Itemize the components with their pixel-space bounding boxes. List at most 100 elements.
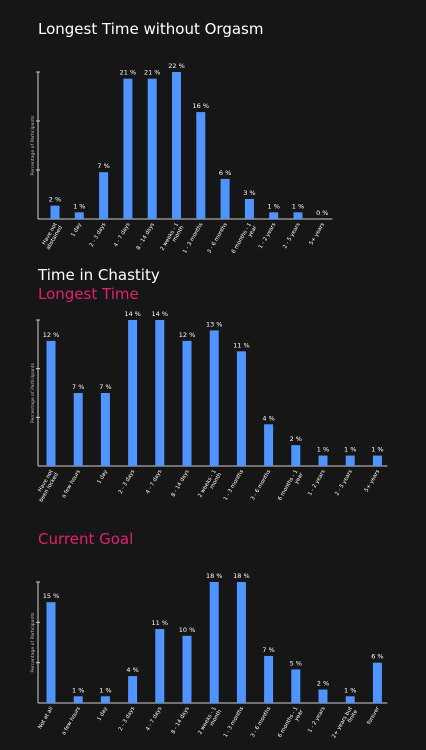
chart2-y-label: Percentage of Participants (30, 362, 36, 423)
chart2-category-label: 1 - 2 years (307, 469, 327, 497)
chart2-bar (372, 455, 382, 466)
chart3-category-label: forever (366, 705, 381, 725)
chart1-title: Longest Time without Orgasm (38, 20, 264, 38)
chart3-title: Current Goal (38, 530, 134, 548)
chart1-bar (172, 72, 181, 219)
chart1-value-label: 0 % (316, 209, 328, 217)
chart3-value-label: 1 % (99, 686, 111, 694)
chart3-bar (372, 662, 382, 703)
chart3-bar (318, 689, 328, 703)
chart1-bar (50, 205, 60, 219)
chart1-value-label: 21 % (120, 69, 137, 77)
chart2-bar (209, 330, 219, 466)
chart1-bar (123, 78, 133, 219)
chart1-value-label: 1 % (292, 202, 304, 210)
chart3-value-label: 1 % (72, 686, 84, 694)
chart1-bar (220, 178, 230, 219)
chart2-bar (291, 445, 301, 466)
chart2-value-label: 7 % (99, 383, 111, 391)
chart3-category-label: 6 months - 1year (277, 705, 305, 741)
chart3-value-label: 15 % (43, 592, 60, 600)
chart1-bar (99, 172, 109, 219)
chart1-bar (196, 112, 206, 219)
chart2-bar (155, 320, 165, 466)
chart3-category-label: 8 - 14 days (170, 706, 190, 735)
chart3-bar (209, 582, 219, 703)
chart3-bar (264, 655, 274, 703)
chart2-bar (318, 455, 328, 466)
chart2-bar (46, 340, 56, 466)
chart3-bar (73, 696, 83, 703)
chart2-bar (345, 455, 355, 466)
chart1-category-label: 6 months - 1year (231, 221, 259, 257)
chart3-category-label: 3 - 6 months (250, 706, 272, 739)
chart1-value-label: 2 % (49, 196, 61, 204)
chart2-value-label: 2 % (290, 435, 302, 443)
chart1-value-label: 16 % (193, 102, 210, 110)
chart3-value-label: 2 % (317, 680, 329, 688)
chart2-value-label: 11 % (233, 341, 250, 349)
chart2-title: Time in Chastity (38, 266, 160, 284)
chart1-bar (244, 198, 254, 219)
chart2-value-label: 12 % (179, 331, 196, 339)
chart1-bar (74, 212, 84, 219)
chart3-category-label: 2 weeks - 1month (197, 706, 223, 739)
chart2-subtitle: Longest Time (38, 285, 139, 303)
chart2-category-label: 8 - 14 days (170, 469, 190, 498)
chart2-category-label: 1 day (96, 468, 109, 485)
chart2-category-label: 3 - 6 months (250, 469, 272, 502)
chart3-category-label: Not at all (37, 706, 54, 730)
chart3-value-label: 18 % (206, 572, 223, 580)
chart2-category-label: 2 - 5 years (334, 469, 354, 497)
chart2-value-label: 14 % (124, 310, 141, 318)
chart1-category-label: 8 - 14 days (136, 222, 156, 251)
chart2-value-label: 7 % (72, 383, 84, 391)
chart1-value-label: 21 % (144, 69, 161, 77)
chart3-value-label: 4 % (126, 666, 138, 674)
chart1-category-label: 2 weeks - 1month (160, 222, 186, 255)
chart2-category-label: 5+ years (364, 469, 382, 493)
chart3-value-label: 5 % (290, 659, 302, 667)
chart2-value-label: 1 % (317, 446, 329, 454)
chart2-bar (100, 393, 110, 466)
chart2-bar (264, 424, 274, 466)
chart1-value-label: 6 % (219, 169, 231, 177)
chart2-bar (236, 351, 246, 466)
chart1-category-label: 2 - 5 years (282, 222, 302, 250)
chart3-category-label: 1 - 2 years (307, 706, 327, 734)
chart3-bar (155, 629, 165, 703)
chart1-category-label: 1 - 2 years (258, 222, 278, 250)
chart3-bar (128, 676, 138, 703)
chart3-value-label: 18 % (233, 572, 250, 580)
chart3-y-label: Percentage of Participants (30, 612, 36, 673)
chart3-bar (182, 635, 192, 703)
chart3-category-label: 2 - 3 days (118, 706, 137, 732)
chart3-value-label: 10 % (179, 626, 196, 634)
chart2-value-label: 1 % (371, 446, 383, 454)
chart1-category-label: 2 - 3 days (89, 222, 108, 248)
chart1-y-label: Percentage of Participants (30, 115, 36, 176)
chart1-bar (269, 212, 279, 219)
chart1-value-label: 1 % (73, 202, 85, 210)
chart3-value-label: 7 % (262, 646, 274, 654)
chart2-value-label: 12 % (43, 331, 60, 339)
chart2-value-label: 4 % (262, 414, 274, 422)
chart3-category-label: 2+ years butfinite (331, 705, 359, 742)
chart1-value-label: 3 % (243, 189, 255, 197)
chart1-value-label: 22 % (168, 62, 185, 70)
chart2-bar (73, 393, 83, 466)
chart3-bar (100, 696, 110, 703)
chart3-category-label: 4 - 7 days (145, 706, 164, 732)
chart3-value-label: 6 % (371, 653, 383, 661)
chart1-bar (147, 78, 157, 219)
chart3-category-label: 1 day (96, 705, 109, 722)
chart1-category-label: 1 day (70, 221, 83, 238)
chart2-value-label: 14 % (152, 310, 169, 318)
chart2-category-label: 2 - 3 days (118, 469, 137, 495)
chart1-category-label: 5+ years (309, 222, 327, 246)
chart2-bar (182, 340, 192, 466)
chart3-bar (46, 602, 56, 703)
chart2-category-label: a few hours (61, 469, 82, 499)
chart1-category-label: 3 - 6 months (207, 222, 229, 255)
chart3-bar (345, 696, 355, 703)
